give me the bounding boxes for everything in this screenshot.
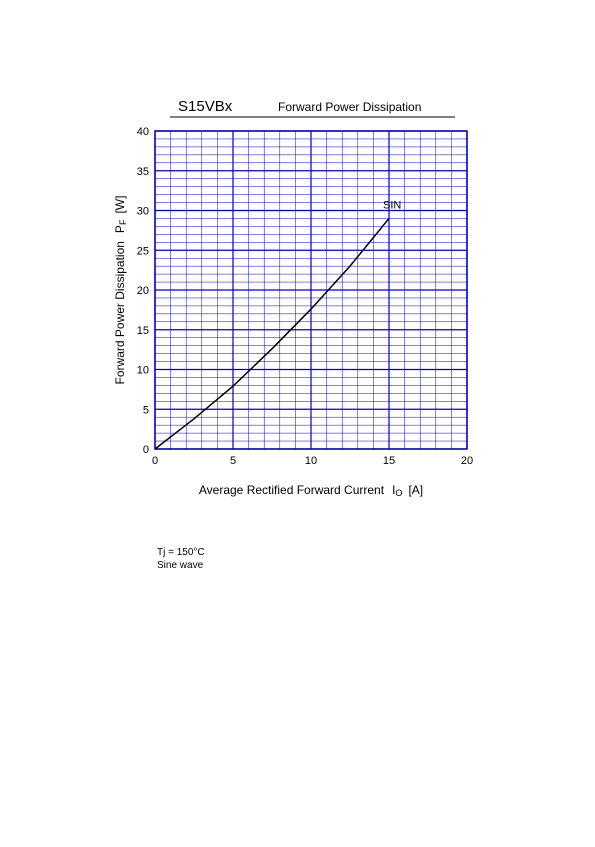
x-tick-label: 10 xyxy=(305,455,317,467)
series-label: SIN xyxy=(383,199,401,211)
note: Sine wave xyxy=(157,560,204,571)
y-axis-label: Forward Power Dissipation PF [W] xyxy=(113,196,128,385)
curve xyxy=(154,217,390,450)
x-label-sub: O xyxy=(395,488,402,498)
y-tick-label: 30 xyxy=(137,206,149,218)
note: Tj = 150°C xyxy=(157,547,205,558)
y-tick-label: 10 xyxy=(137,365,149,377)
y-label-unit: [W] xyxy=(113,196,127,214)
y-label-sub: F xyxy=(118,219,128,225)
y-tick-label: 25 xyxy=(137,245,149,257)
y-tick-label: 0 xyxy=(143,444,149,456)
chart-title: S15VBx xyxy=(178,98,233,115)
plot-frame xyxy=(154,130,468,450)
x-tick-label: 0 xyxy=(152,455,158,467)
y-tick-label: 35 xyxy=(137,166,149,178)
x-label-text: Average Rectified Forward Current xyxy=(199,483,385,497)
y-label-text: Forward Power Dissipation xyxy=(113,241,127,384)
y-tick-label: 15 xyxy=(137,325,149,337)
x-tick-label: 20 xyxy=(461,455,473,467)
y-tick-label: 20 xyxy=(137,285,149,297)
y-tick-label: 5 xyxy=(143,404,149,416)
y-tick-label: 40 xyxy=(137,126,149,138)
x-tick-label: 5 xyxy=(230,455,236,467)
x-tick-label: 15 xyxy=(383,455,395,467)
x-label-symbol: I xyxy=(392,483,395,497)
x-label-unit: [A] xyxy=(408,483,423,497)
y-label-symbol: P xyxy=(113,225,127,233)
chart-subtitle: Forward Power Dissipation xyxy=(278,100,421,114)
x-axis-label: Average Rectified Forward Current IO [A] xyxy=(199,483,423,498)
